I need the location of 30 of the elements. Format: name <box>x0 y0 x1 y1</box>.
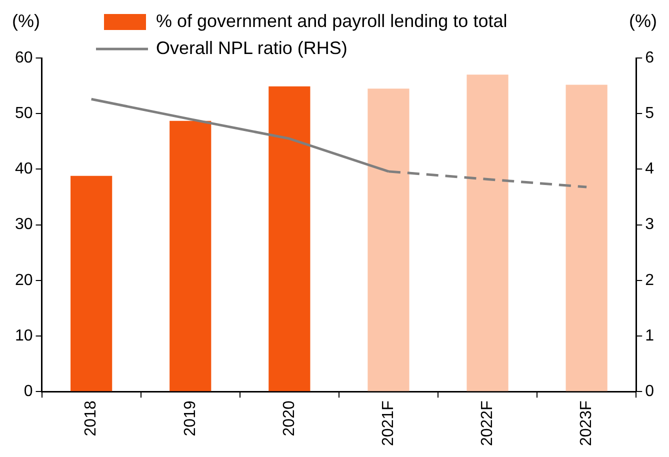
bar <box>170 120 212 392</box>
bar <box>268 86 310 392</box>
y-tick-label: 0 <box>24 383 33 400</box>
x-tick-label: 2018 <box>82 400 100 436</box>
bar <box>368 88 410 392</box>
x-tick-label: 2023F <box>578 400 595 446</box>
y-axis-title: (%) <box>12 10 40 31</box>
y2-axis-title: (%) <box>629 10 657 31</box>
y2-tick-label: 3 <box>645 216 654 234</box>
legend-label: % of government and payroll lending to total <box>156 10 508 31</box>
x-tick-label: 2021F <box>380 400 397 446</box>
y-tick-label: 10 <box>15 327 33 344</box>
x-tick-label: 2020 <box>280 400 298 436</box>
bar <box>70 176 112 392</box>
y-tick-label: 60 <box>15 49 33 66</box>
y2-tick-label: 2 <box>645 272 654 289</box>
y2-tick-label: 6 <box>645 49 654 66</box>
y2-tick-label: 0 <box>645 383 654 400</box>
bar <box>566 84 608 392</box>
y2-tick-label: 1 <box>645 327 654 344</box>
y-tick-label: 20 <box>15 272 33 289</box>
y-tick-label: 40 <box>15 160 33 178</box>
y2-tick-label: 4 <box>645 160 654 178</box>
y-tick-label: 30 <box>15 216 33 234</box>
x-tick-label: 2019 <box>182 400 199 436</box>
legend-label: Overall NPL ratio (RHS) <box>156 38 348 58</box>
y-tick-label: 50 <box>15 105 33 122</box>
bar <box>466 74 508 392</box>
x-tick-label: 2022F <box>478 400 496 446</box>
y2-tick-label: 5 <box>645 105 654 122</box>
